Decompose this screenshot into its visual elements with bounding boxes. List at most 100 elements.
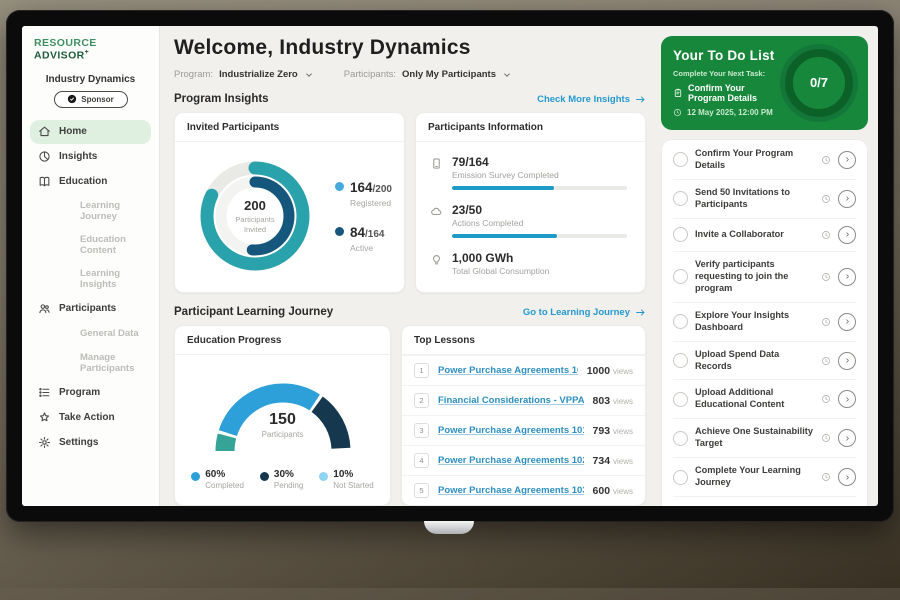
donut-center-label: 200 Participants Invited [191,152,319,280]
task-open-button[interactable] [838,468,856,487]
collapse-tasks-link[interactable]: Collapse Tasks [673,497,856,506]
sidebar-nav-item[interactable]: Manage Participants [30,347,151,380]
chevron-right-icon [843,155,852,164]
lesson-views-count: 793 [592,424,611,437]
metric-icon [430,205,443,218]
legend-dot [319,472,329,481]
metric-label: Actions Completed [452,218,524,228]
lesson-link[interactable]: Power Purchase Agreements 101 [438,425,584,436]
metric-label: Total Global Consumption [452,266,550,276]
chevron-right-icon [843,317,852,326]
sidebar-nav-item[interactable]: Education [30,170,151,194]
participants-info-row: 1,000 GWh Total Global Consumption [416,244,641,282]
todo-task-row[interactable]: Confirm Your Program Details [673,141,856,180]
task-checkbox[interactable] [673,314,688,330]
app-logo: RESOURCE ADVISOR+ [30,37,151,62]
legend-sub: Not Started [333,481,374,490]
arrow-right-icon [635,307,646,318]
task-checkbox[interactable] [673,430,688,446]
todo-task-row[interactable]: Send 50 Invitations to Participants [673,180,856,219]
todo-task-row[interactable]: Upload Additional Educational Content [673,380,856,420]
sidebar-nav-item[interactable]: Learning Insights [30,263,151,296]
sidebar-item-label: Program [59,387,101,398]
task-open-button[interactable] [838,429,856,448]
collapse-tasks-label: Collapse Tasks [722,505,790,506]
todo-task-row[interactable]: Upload Spend Data Records [673,342,856,381]
todo-next-task-label: Confirm Your Program Details [688,83,758,103]
task-checkbox[interactable] [673,191,688,207]
task-open-button[interactable] [838,351,856,370]
task-open-button[interactable] [838,312,856,331]
sidebar-nav-item[interactable]: Learning Journey [30,195,151,228]
lesson-row: 4 Power Purchase Agreements 102 734 view… [402,445,645,475]
chevron-right-icon [843,473,852,482]
sidebar-item-icon [38,386,51,399]
lesson-link[interactable]: Financial Considerations - VPPAs [438,395,584,406]
todo-task-row[interactable]: Invite a Collaborator [673,219,856,252]
todo-task-row[interactable]: Complete Your Learning Journey [673,458,856,498]
sidebar-item-icon [59,239,72,252]
progress-bar [452,186,627,190]
task-label: Complete Your Learning Journey [695,465,801,488]
todo-due-label: 12 May 2025, 12:00 PM [687,108,773,117]
task-checkbox[interactable] [673,269,688,285]
task-open-button[interactable] [838,267,856,286]
sidebar-item-icon [59,327,72,340]
lesson-views-count: 600 [592,484,611,497]
clock-icon [821,194,831,204]
filter-dropdown[interactable]: Participants: Only My Participants [344,69,512,80]
donut-legend: 164/200 Registered 84/164 Active [335,179,392,253]
lesson-link[interactable]: Power Purchase Agreements 103 [438,485,584,496]
gauge-legend-item: 30% Pending [259,469,303,490]
sidebar-nav-item[interactable]: Program [30,381,151,405]
legend-value: 84 [350,225,366,240]
logo-word-resource: RESOURCE [34,37,97,49]
sponsor-badge-label: Sponsor [81,94,114,104]
filter-dropdown[interactable]: Program: Industrialize Zero [174,69,314,80]
card-title-participants-info: Participants Information [416,113,645,142]
go-to-learning-journey-link[interactable]: Go to Learning Journey [523,307,646,318]
gauge-center-value: 150 [269,411,296,428]
sidebar-nav-item[interactable]: Take Action [30,406,151,430]
task-open-button[interactable] [838,225,856,244]
task-checkbox[interactable] [673,391,688,407]
task-checkbox[interactable] [673,227,688,243]
sidebar-nav-item[interactable]: Education Content [30,229,151,262]
task-checkbox[interactable] [673,152,688,168]
todo-task-row[interactable]: Explore Your Insights Dashboard [673,303,856,342]
todo-task-row[interactable]: Achieve One Sustainability Target [673,419,856,459]
sidebar-item-label: Learning Insights [80,268,121,290]
lesson-link[interactable]: Power Purchase Agreements 101 [438,365,578,376]
lesson-link[interactable]: Power Purchase Agreements 102 [438,455,584,466]
sidebar-nav-item[interactable]: Settings [30,431,151,455]
sidebar-item-label: Home [59,126,87,137]
task-checkbox[interactable] [673,469,688,485]
sidebar-nav-item[interactable]: Home [30,119,151,144]
sidebar-nav-item[interactable]: Insights [30,145,151,169]
todo-task-row[interactable]: Verify participants requesting to join t… [673,252,856,303]
task-checkbox[interactable] [673,353,688,369]
desk-edge [0,588,900,600]
task-open-button[interactable] [838,150,856,169]
sidebar-nav-item[interactable]: Participants [30,297,151,321]
sidebar-nav-item[interactable]: General Data [30,322,151,346]
sidebar-item-label: Education [59,176,108,187]
chevron-right-icon [843,272,852,281]
check-more-insights-link[interactable]: Check More Insights [537,94,646,105]
learning-journey-header: Participant Learning Journey Go to Learn… [174,306,646,318]
lesson-rank: 1 [414,363,429,378]
right-panel: Your To Do List Complete Your Next Task:… [658,26,878,506]
invited-participants-donut: 200 Participants Invited [191,152,319,280]
link-label: Go to Learning Journey [522,306,630,318]
sidebar-item-icon [38,302,51,315]
sponsor-badge: Sponsor [53,90,128,108]
card-title-education: Education Progress [175,326,390,355]
task-open-button[interactable] [838,390,856,409]
lesson-views-suffix: views [612,366,633,376]
task-open-button[interactable] [838,189,856,208]
legend-dot [335,227,344,236]
main-content: Welcome, Industry Dynamics Program: Indu… [160,26,658,506]
progress-bar [452,234,627,238]
sidebar-item-icon [38,436,51,449]
dashboard-screen: RESOURCE ADVISOR+ Industry Dynamics Spon… [22,26,878,506]
